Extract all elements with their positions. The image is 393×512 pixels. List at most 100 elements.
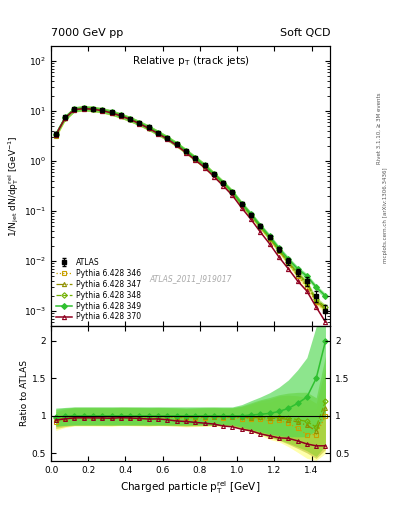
Pythia 6.428 347 bbox=[239, 201, 244, 207]
Pythia 6.428 370 bbox=[91, 106, 95, 112]
Pythia 6.428 347 bbox=[63, 115, 68, 121]
Pythia 6.428 347 bbox=[305, 281, 309, 287]
Pythia 6.428 346 bbox=[53, 133, 58, 139]
Pythia 6.428 346 bbox=[100, 108, 105, 114]
Pythia 6.428 348 bbox=[202, 162, 207, 168]
Pythia 6.428 348 bbox=[230, 189, 235, 195]
Pythia 6.428 349 bbox=[193, 155, 198, 161]
Pythia 6.428 348 bbox=[314, 296, 318, 303]
Pythia 6.428 349 bbox=[184, 148, 188, 154]
Pythia 6.428 346 bbox=[258, 224, 263, 230]
Line: Pythia 6.428 370: Pythia 6.428 370 bbox=[54, 106, 327, 324]
Pythia 6.428 348 bbox=[286, 259, 291, 265]
Pythia 6.428 349 bbox=[91, 105, 95, 112]
Pythia 6.428 370 bbox=[184, 150, 188, 156]
Pythia 6.428 370 bbox=[109, 110, 114, 116]
Pythia 6.428 347 bbox=[323, 306, 328, 312]
Pythia 6.428 349 bbox=[202, 162, 207, 168]
Pythia 6.428 347 bbox=[128, 116, 132, 122]
Y-axis label: Ratio to ATLAS: Ratio to ATLAS bbox=[20, 360, 29, 426]
Pythia 6.428 349 bbox=[314, 284, 318, 290]
Pythia 6.428 349 bbox=[63, 114, 68, 120]
Pythia 6.428 370 bbox=[249, 217, 253, 223]
Pythia 6.428 348 bbox=[81, 105, 86, 111]
Pythia 6.428 348 bbox=[258, 223, 263, 229]
Pythia 6.428 347 bbox=[258, 223, 263, 229]
Pythia 6.428 370 bbox=[146, 125, 151, 132]
Pythia 6.428 348 bbox=[91, 105, 95, 112]
Line: Pythia 6.428 349: Pythia 6.428 349 bbox=[54, 106, 327, 298]
Pythia 6.428 349 bbox=[137, 120, 142, 126]
Pythia 6.428 346 bbox=[72, 106, 77, 113]
Pythia 6.428 370 bbox=[277, 254, 281, 260]
X-axis label: Charged particle p$_{\rm T}^{\rm rel}$ [GeV]: Charged particle p$_{\rm T}^{\rm rel}$ [… bbox=[121, 479, 261, 496]
Pythia 6.428 346 bbox=[119, 113, 123, 119]
Pythia 6.428 347 bbox=[91, 106, 95, 112]
Text: Relative p$_{\rm T}$ (track jets): Relative p$_{\rm T}$ (track jets) bbox=[132, 54, 250, 69]
Pythia 6.428 346 bbox=[109, 110, 114, 116]
Pythia 6.428 349 bbox=[165, 135, 170, 141]
Pythia 6.428 349 bbox=[277, 245, 281, 251]
Pythia 6.428 349 bbox=[156, 130, 160, 136]
Pythia 6.428 370 bbox=[211, 174, 216, 180]
Pythia 6.428 347 bbox=[202, 163, 207, 169]
Pythia 6.428 346 bbox=[202, 163, 207, 169]
Pythia 6.428 370 bbox=[100, 108, 105, 114]
Pythia 6.428 348 bbox=[156, 130, 160, 136]
Pythia 6.428 347 bbox=[72, 106, 77, 112]
Pythia 6.428 348 bbox=[184, 148, 188, 154]
Pythia 6.428 348 bbox=[323, 304, 328, 310]
Pythia 6.428 346 bbox=[249, 212, 253, 219]
Pythia 6.428 349 bbox=[53, 131, 58, 137]
Pythia 6.428 349 bbox=[305, 273, 309, 279]
Pythia 6.428 348 bbox=[109, 109, 114, 115]
Pythia 6.428 346 bbox=[63, 115, 68, 121]
Pythia 6.428 370 bbox=[165, 136, 170, 142]
Pythia 6.428 349 bbox=[109, 109, 114, 115]
Pythia 6.428 347 bbox=[174, 141, 179, 147]
Legend: ATLAS, Pythia 6.428 346, Pythia 6.428 347, Pythia 6.428 348, Pythia 6.428 349, P: ATLAS, Pythia 6.428 346, Pythia 6.428 34… bbox=[53, 255, 143, 324]
Pythia 6.428 370 bbox=[156, 131, 160, 137]
Pythia 6.428 349 bbox=[267, 233, 272, 240]
Pythia 6.428 370 bbox=[286, 266, 291, 272]
Pythia 6.428 348 bbox=[295, 270, 300, 276]
Pythia 6.428 347 bbox=[230, 189, 235, 196]
Pythia 6.428 349 bbox=[286, 256, 291, 262]
Pythia 6.428 370 bbox=[174, 142, 179, 148]
Pythia 6.428 346 bbox=[211, 172, 216, 178]
Pythia 6.428 347 bbox=[100, 107, 105, 113]
Pythia 6.428 346 bbox=[81, 105, 86, 112]
Pythia 6.428 349 bbox=[258, 223, 263, 229]
Pythia 6.428 348 bbox=[193, 155, 198, 161]
Pythia 6.428 370 bbox=[314, 304, 318, 310]
Pythia 6.428 346 bbox=[305, 284, 309, 290]
Pythia 6.428 349 bbox=[323, 293, 328, 299]
Pythia 6.428 346 bbox=[323, 308, 328, 314]
Pythia 6.428 349 bbox=[174, 141, 179, 147]
Pythia 6.428 347 bbox=[295, 271, 300, 277]
Pythia 6.428 348 bbox=[100, 107, 105, 113]
Pythia 6.428 349 bbox=[295, 266, 300, 272]
Pythia 6.428 370 bbox=[221, 183, 226, 189]
Pythia 6.428 370 bbox=[119, 113, 123, 119]
Pythia 6.428 346 bbox=[91, 106, 95, 112]
Pythia 6.428 346 bbox=[156, 130, 160, 136]
Y-axis label: 1/N$_{\rm jet}$ dN/dp$_{\rm T}^{\rm rel}$ [GeV$^{-1}$]: 1/N$_{\rm jet}$ dN/dp$_{\rm T}^{\rm rel}… bbox=[7, 135, 21, 237]
Pythia 6.428 348 bbox=[221, 180, 226, 186]
Pythia 6.428 347 bbox=[249, 212, 253, 218]
Pythia 6.428 346 bbox=[239, 201, 244, 207]
Text: Rivet 3.1.10, ≥ 3M events: Rivet 3.1.10, ≥ 3M events bbox=[377, 92, 382, 164]
Pythia 6.428 348 bbox=[119, 113, 123, 119]
Pythia 6.428 348 bbox=[239, 201, 244, 207]
Pythia 6.428 348 bbox=[53, 132, 58, 138]
Pythia 6.428 347 bbox=[184, 148, 188, 154]
Pythia 6.428 347 bbox=[53, 132, 58, 138]
Line: Pythia 6.428 346: Pythia 6.428 346 bbox=[54, 106, 327, 313]
Pythia 6.428 347 bbox=[314, 297, 318, 304]
Pythia 6.428 346 bbox=[146, 125, 151, 131]
Pythia 6.428 347 bbox=[146, 124, 151, 131]
Pythia 6.428 370 bbox=[267, 241, 272, 247]
Pythia 6.428 370 bbox=[81, 105, 86, 112]
Text: ATLAS_2011_I919017: ATLAS_2011_I919017 bbox=[149, 274, 232, 283]
Pythia 6.428 347 bbox=[109, 110, 114, 116]
